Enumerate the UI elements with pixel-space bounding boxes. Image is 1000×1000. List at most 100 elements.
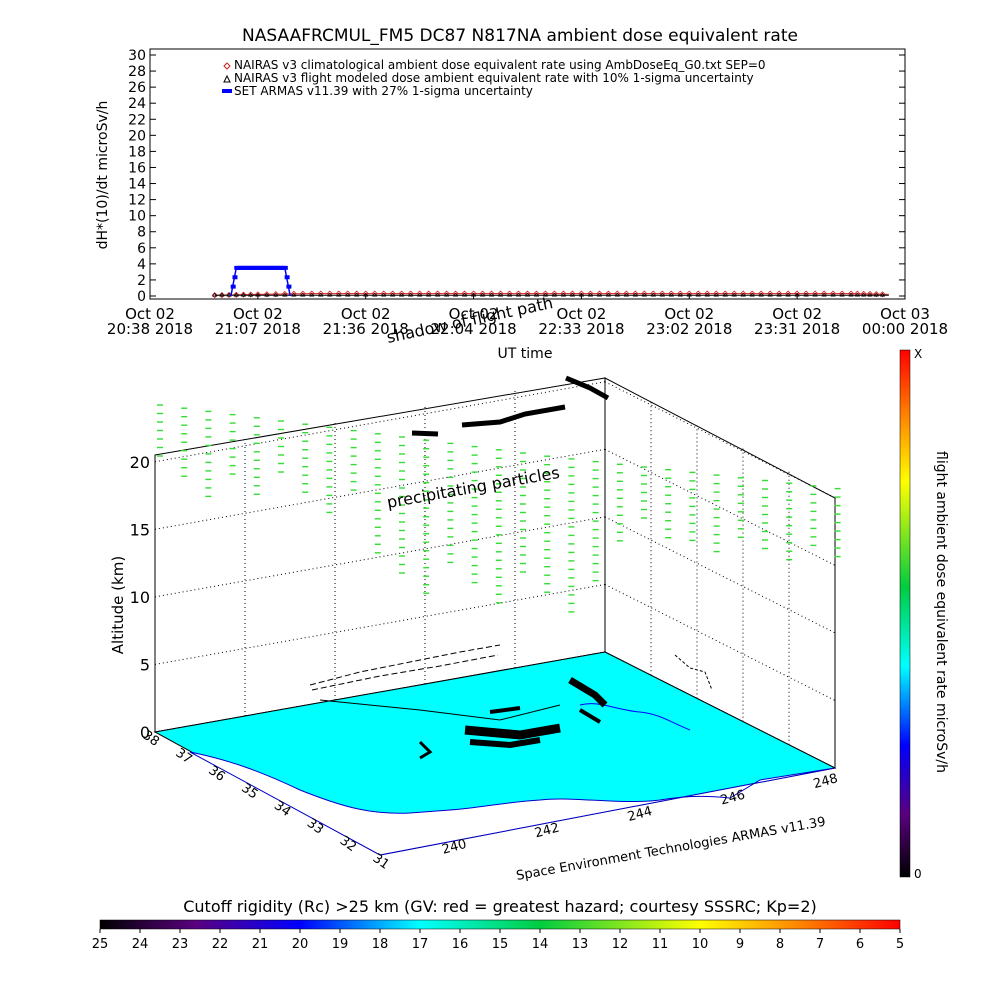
- data-point-flight-modeled: [641, 292, 647, 297]
- data-point-flight-modeled: [461, 292, 468, 297]
- data-point-flight-modeled: [668, 292, 674, 297]
- y-tick-label: 4: [137, 257, 146, 273]
- data-point-armas: [284, 275, 290, 280]
- rigidity-tick-label: 25: [92, 937, 109, 952]
- y-tick-label: 2: [137, 273, 146, 289]
- data-point-flight-modeled: [867, 292, 873, 297]
- y-axis-label: dH*(10)/dt microSv/h: [95, 101, 111, 250]
- data-point-flight-modeled: [776, 292, 782, 297]
- data-point-flight-modeled: [212, 292, 218, 297]
- rigidity-colorbar: Cutoff rigidity (Rc) >25 km (GV: red = g…: [92, 897, 904, 952]
- data-point-flight-modeled: [605, 292, 612, 297]
- data-point-flight-modeled: [740, 292, 746, 297]
- rigidity-tick-label: 22: [212, 937, 229, 952]
- data-point-flight-modeled: [524, 292, 531, 297]
- y-tick-label: 16: [128, 160, 146, 176]
- data-point-flight-modeled: [381, 292, 387, 297]
- y-tick-label: 12: [128, 193, 146, 209]
- legend-label-armas: SET ARMAS v11.39 with 27% 1-sigma uncert…: [234, 84, 533, 98]
- data-point-flight-modeled: [812, 292, 818, 297]
- data-point-flight-modeled: [551, 292, 558, 297]
- rigidity-tick-label: 14: [532, 937, 549, 952]
- altitude-tick-label: 5: [140, 655, 150, 674]
- data-point-flight-modeled: [479, 292, 486, 297]
- data-point-flight-modeled: [542, 292, 549, 297]
- longitude-ticks: 240 242 244 246 248: [440, 771, 839, 858]
- map-land: [189, 751, 836, 856]
- data-point-flight-modeled: [686, 292, 692, 297]
- longitude-tick-label: 246: [719, 788, 747, 809]
- data-point-armas: [282, 265, 288, 270]
- altitude-ticks: 0 5 10 15 20: [130, 453, 150, 742]
- rigidity-tick-label: 7: [816, 937, 824, 952]
- x-tick-label-date: Oct 02: [664, 305, 714, 323]
- rigidity-tick-label: 8: [776, 937, 784, 952]
- legend-label-flight-modeled: NAIRAS v3 flight modeled dose ambient eq…: [234, 71, 754, 85]
- data-point-flight-modeled: [713, 292, 719, 297]
- x-tick-label-date: Oct 02: [772, 305, 822, 323]
- data-point-armas: [230, 284, 236, 289]
- y-tick-label: 6: [137, 241, 146, 257]
- data-point-flight-modeled: [821, 292, 827, 297]
- shadow-blob-3: [568, 676, 608, 708]
- data-point-flight-modeled: [803, 292, 809, 297]
- series-layer: [211, 265, 889, 299]
- x-tick-label-date: Oct 02: [233, 305, 283, 323]
- data-point-flight-modeled: [399, 292, 405, 297]
- rigidity-tick-label: 10: [692, 937, 709, 952]
- data-point-flight-modeled: [569, 292, 576, 297]
- dose-rate-chart: NASAAFRCMUL_FM5 DC87 N817NA ambient dose…: [95, 26, 948, 362]
- dose-colorbar-gradient: [899, 349, 911, 878]
- x-tick-label-time: 23:02 2018: [646, 320, 732, 338]
- rigidity-tick-label: 15: [492, 937, 509, 952]
- y-tick-label: 28: [128, 64, 146, 80]
- data-point-flight-modeled: [839, 292, 845, 297]
- data-point-flight-modeled: [345, 292, 351, 297]
- shadow-track: [319, 699, 561, 721]
- y-tick-label: 20: [128, 128, 146, 144]
- data-point-flight-modeled: [767, 292, 773, 297]
- grid-line-side: [604, 381, 836, 499]
- data-point-flight-modeled: [497, 292, 504, 297]
- data-point-flight-modeled: [632, 292, 639, 297]
- data-point-flight-modeled: [255, 292, 261, 297]
- grid-line-back: [154, 381, 606, 463]
- y-tick-label: 0: [137, 289, 146, 305]
- dose-marker-1: [411, 430, 439, 437]
- data-point-flight-modeled: [854, 292, 861, 297]
- data-point-flight-modeled: [264, 292, 270, 297]
- data-point-flight-modeled: [659, 292, 665, 297]
- shadow-blob-5: [489, 706, 521, 714]
- data-point-flight-modeled: [861, 292, 867, 297]
- data-point-flight-modeled: [452, 292, 459, 297]
- x-tick-label-date: Oct 02: [557, 305, 607, 323]
- x-tick-label-date: Oct 02: [125, 305, 175, 323]
- y-tick-label: 8: [137, 225, 146, 241]
- rigidity-tick-label: 13: [572, 937, 589, 952]
- data-point-flight-modeled: [416, 292, 423, 297]
- grid-line-side: [604, 583, 836, 701]
- data-point-flight-modeled: [300, 292, 306, 297]
- data-point-flight-modeled: [273, 292, 279, 297]
- longitude-tick-label: 240: [440, 837, 468, 858]
- data-point-flight-modeled: [219, 292, 225, 297]
- data-point-flight-modeled: [879, 292, 886, 297]
- data-point-flight-modeled: [327, 292, 333, 297]
- rigidity-tick-label: 23: [172, 937, 189, 952]
- legend-marker-climatological: [223, 62, 231, 70]
- data-point-flight-modeled: [794, 292, 800, 297]
- grid-line-back: [154, 516, 606, 598]
- data-point-climatological: [873, 291, 880, 298]
- data-point-flight-modeled: [677, 292, 683, 297]
- rigidity-colorbar-title: Cutoff rigidity (Rc) >25 km (GV: red = g…: [183, 897, 817, 916]
- legend-marker-flight-modeled: [223, 74, 231, 83]
- x-tick-label-time: 21:07 2018: [215, 320, 301, 338]
- data-point-flight-modeled: [363, 292, 369, 297]
- altitude-axis-label: Altitude (km): [109, 556, 127, 654]
- flight-dose-markers: [411, 375, 610, 437]
- data-point-flight-modeled: [515, 292, 522, 297]
- y-tick-label: 22: [128, 112, 146, 128]
